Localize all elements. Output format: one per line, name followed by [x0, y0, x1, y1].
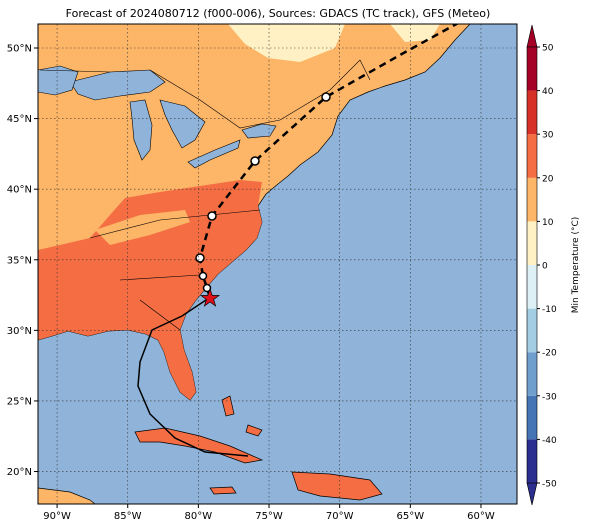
colorbar-bin: [527, 221, 537, 265]
hispaniola: [291, 471, 383, 501]
colorbar-tick-label: 50: [542, 44, 554, 54]
colorbar-tick-label: 20: [542, 174, 554, 184]
colorbar-tick-label: 40: [542, 87, 554, 97]
x-tick-label: 70°W: [326, 511, 354, 522]
x-tick-label: 65°W: [397, 511, 425, 522]
map-frame: [37, 23, 518, 505]
bahamas: [221, 395, 263, 437]
jamaica: [209, 486, 237, 495]
borders: [39, 59, 371, 331]
colorbar-tick-label: -10: [542, 305, 557, 315]
x-tick-label: 90°W: [43, 511, 71, 522]
graticule: [38, 24, 517, 504]
colorbar-tick-label: -20: [542, 349, 557, 359]
x-tick-label: 80°W: [185, 511, 213, 522]
y-tick-label: 35°N: [7, 255, 32, 266]
colorbar-tick-label: 10: [542, 218, 554, 228]
colorbar-tick-label: -50: [542, 480, 557, 490]
lake-superior: [69, 69, 166, 101]
track-points: [195, 92, 331, 293]
map-title: Forecast of 2024080712 (f000-006), Sourc…: [66, 7, 491, 20]
x-tick-label: 60°W: [467, 511, 495, 522]
colorbar-bin: [527, 439, 537, 483]
colorbar-tick-label: 30: [542, 131, 554, 141]
colorbar-bin: [527, 47, 537, 91]
colorbar-bin: [527, 265, 537, 309]
lake-erie: [187, 139, 241, 169]
cool-patch: [95, 210, 190, 245]
colorbar-label: Min Temperature (°C): [571, 217, 581, 314]
y-tick-label: 50°N: [7, 44, 32, 55]
cold-patch: [390, 24, 440, 42]
colorbar-arrow-bottom: [526, 482, 538, 506]
y-tick-label: 40°N: [7, 185, 32, 196]
storm-position: [199, 287, 221, 307]
y-tick-label: 45°N: [7, 114, 32, 125]
lake-huron: [159, 99, 206, 149]
yucatan: [38, 487, 96, 504]
colorbar-tick-label: -40: [542, 436, 557, 446]
colorbar-bin: [527, 395, 537, 440]
colorbar: -50 -40 -30 -20 -10 0 10 20 30 40 50: [526, 24, 557, 506]
colorbar-bin: [527, 90, 537, 135]
colorbar-tick-label: -30: [542, 392, 557, 402]
x-tick-label: 85°W: [114, 511, 142, 522]
colorbar-bin: [527, 308, 537, 353]
hudson-bay: [38, 65, 79, 96]
x-tick-label: 75°W: [255, 511, 283, 522]
colorbar-arrow-top: [526, 24, 538, 48]
map: [38, 24, 517, 504]
colorbar-tick-label: 0: [542, 262, 548, 272]
y-tick-label: 20°N: [7, 467, 32, 478]
track-observed: [137, 299, 249, 457]
y-tick-label: 30°N: [7, 326, 32, 337]
lake-ontario: [241, 123, 277, 139]
colorbar-bin: [527, 134, 537, 178]
lake-michigan: [129, 99, 153, 161]
y-tick-label: 25°N: [7, 396, 32, 407]
colorbar-bin: [527, 177, 537, 222]
colorbar-bin: [527, 352, 537, 396]
cold-region: [228, 24, 345, 62]
